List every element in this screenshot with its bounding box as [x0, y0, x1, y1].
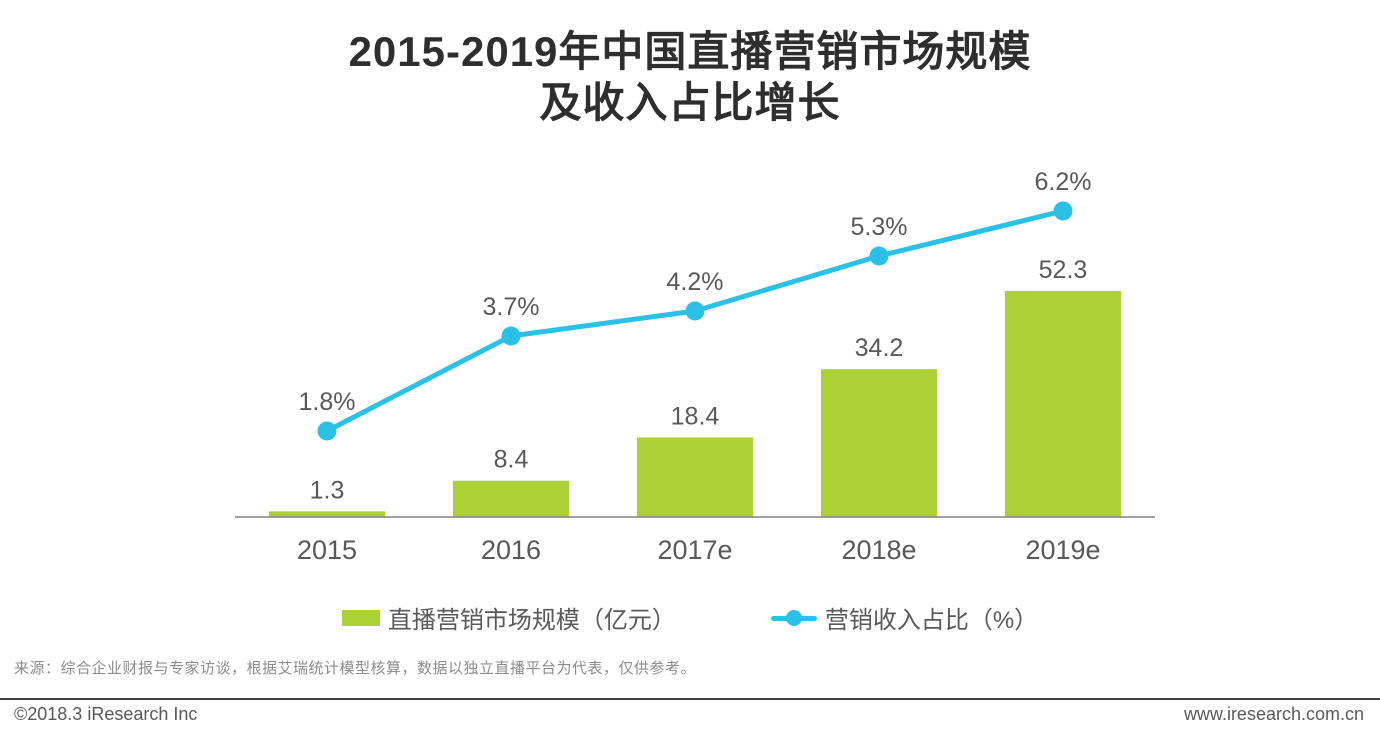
chart-title: 2015-2019年中国直播营销市场规模 及收入占比增长 — [0, 26, 1380, 128]
pct-value-label-2016: 3.7% — [483, 293, 540, 321]
chart-title-line1: 2015-2019年中国直播营销市场规模 — [348, 28, 1032, 75]
line-series-path — [325, 208, 1064, 434]
bar-2015 — [269, 511, 385, 517]
bar-series-swatch-icon — [341, 609, 380, 626]
line-point-2015 — [317, 421, 337, 441]
bar-2016 — [453, 480, 569, 517]
bar-value-label-2016: 8.4 — [494, 446, 529, 474]
market-size-combo-chart: 1.3 8.4 18.4 34.2 52.3 2015 2016 2017e 2018e 2019… — [235, 168, 1155, 565]
pct-value-label-2018e: 5.3% — [851, 213, 908, 241]
legend-item-line-series: 营销收入占比（%） — [770, 600, 1039, 635]
x-axis-label-2015: 2015 — [297, 535, 357, 565]
line-point-2016 — [501, 326, 521, 346]
legend-item-bar-series: 直播营销市场规模（亿元） — [341, 600, 676, 635]
bar-2018e — [821, 369, 937, 517]
source-note: 来源：综合企业财报与专家访谈，根据艾瑞统计模型核算，数据以独立直播平台为代表，仅… — [14, 660, 697, 677]
line-point-2017e — [685, 301, 705, 321]
bar-2019e — [1005, 291, 1121, 517]
bar-value-label-2017e: 18.4 — [671, 402, 720, 430]
pct-value-label-2017e: 4.2% — [667, 268, 724, 296]
bar-value-label-2015: 1.3 — [310, 476, 345, 504]
copyright-text: ©2018.3 iResearch Inc — [14, 704, 198, 724]
line-point-2019e — [1053, 201, 1073, 221]
bar-value-label-2018e: 34.2 — [855, 334, 904, 362]
chart-legend: 直播营销市场规模（亿元） 营销收入占比（%） — [0, 600, 1380, 635]
x-axis-label-2018e: 2018e — [841, 535, 916, 565]
x-axis-label-2017e: 2017e — [657, 535, 732, 565]
chart-title-line2: 及收入占比增长 — [539, 79, 841, 127]
bar-value-label-2019e: 52.3 — [1039, 256, 1088, 284]
chart-area: 1.3 8.4 18.4 34.2 52.3 2015 2016 2017e 2018e 2019… — [0, 160, 1380, 580]
line-point-2018e — [869, 246, 889, 266]
line-marker-dot — [785, 609, 802, 626]
line-series-marker-icon — [770, 609, 817, 627]
x-axis-label-2016: 2016 — [481, 535, 541, 565]
pct-value-label-2015: 1.8% — [299, 388, 356, 416]
bar-2017e — [637, 437, 753, 517]
footer-divider — [0, 698, 1380, 700]
pct-value-label-2019e: 6.2% — [1035, 168, 1092, 196]
x-axis-label-2019e: 2019e — [1025, 535, 1100, 565]
website-text: www.iresearch.com.cn — [1183, 704, 1364, 724]
bar-series-legend-label: 直播营销市场规模（亿元） — [387, 607, 676, 634]
line-series-legend-label: 营销收入占比（%） — [824, 607, 1039, 634]
